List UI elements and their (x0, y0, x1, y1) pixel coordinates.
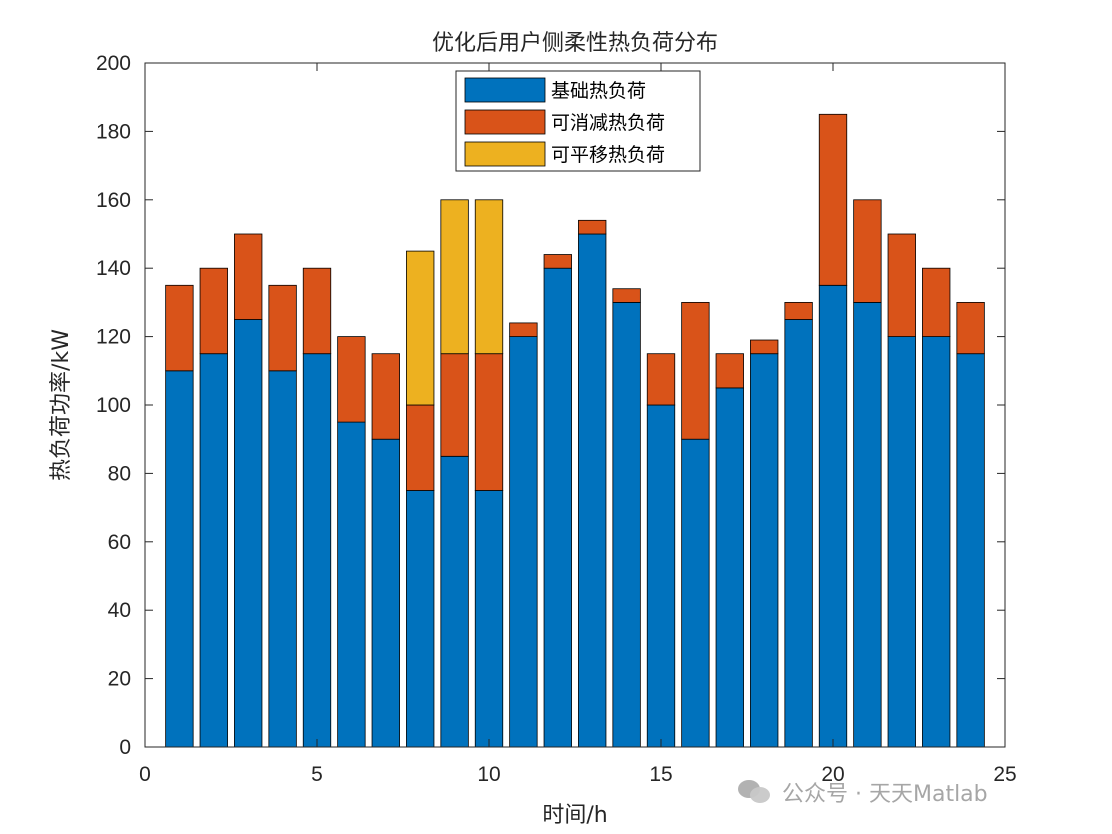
chart-title: 优化后用户侧柔性热负荷分布 (432, 31, 718, 56)
y-tick-label-60: 60 (108, 531, 131, 554)
bar-9-series-0 (440, 455, 469, 748)
bar-7-series-1 (371, 353, 400, 440)
bar-16-series-0 (681, 438, 710, 748)
watermark: 公众号 · 天天Matlab (738, 772, 1088, 812)
bar-13-series-1 (578, 219, 607, 235)
y-tick-label-100: 100 (96, 394, 131, 417)
bar-10-series-1 (474, 353, 504, 491)
bar-4-series-1 (268, 284, 297, 372)
x-tick-label-20: 20 (821, 763, 844, 786)
bar-17-series-0 (715, 387, 744, 748)
bar-23-series-1 (922, 267, 951, 338)
bar-3-series-0 (234, 319, 263, 748)
bar-24-series-0 (956, 353, 985, 748)
tick-labels: 0 5 10 15 20 25 0 20 40 60 80 100 120 140 160 180 200 (96, 52, 1017, 786)
bar-11-series-0 (509, 336, 538, 748)
bar-14-series-0 (612, 301, 641, 748)
bars (165, 113, 985, 748)
bar-10-series-2 (474, 199, 504, 355)
bar-10-series-0 (474, 490, 504, 748)
y-tick-label-20: 20 (108, 668, 131, 691)
legend-label-shiftable: 可平移热负荷 (551, 144, 665, 166)
bar-12-series-1 (543, 254, 572, 269)
legend-swatch-reducible (464, 109, 546, 135)
legend-label-reducible: 可消减热负荷 (551, 112, 665, 134)
legend: 基础热负荷 可消减热负荷 可平移热负荷 (455, 70, 701, 172)
y-tick-label-80: 80 (108, 462, 131, 485)
bar-6-series-0 (337, 421, 366, 748)
bar-2-series-1 (199, 267, 228, 355)
bar-23-series-0 (922, 336, 951, 748)
y-tick-label-180: 180 (96, 120, 131, 143)
bar-13-series-0 (578, 233, 607, 748)
bar-24-series-1 (956, 301, 985, 355)
bar-17-series-1 (715, 353, 744, 389)
bar-20-series-1 (818, 113, 848, 286)
x-tick-label-0: 0 (139, 763, 151, 786)
wechat-icon (738, 778, 772, 806)
x-tick-label-25: 25 (993, 763, 1016, 786)
bar-5-series-0 (302, 353, 332, 748)
x-tick-label-5: 5 (311, 763, 323, 786)
x-tick-label-15: 15 (649, 763, 672, 786)
watermark-text: 公众号 · 天天Matlab (782, 782, 988, 807)
bar-14-series-1 (612, 288, 641, 303)
y-tick-label-120: 120 (96, 326, 131, 349)
y-tick-label-140: 140 (96, 257, 131, 280)
bar-15-series-0 (646, 404, 676, 748)
bar-9-series-2 (440, 199, 469, 355)
legend-swatch-shiftable (464, 141, 546, 167)
bar-3-series-1 (234, 233, 263, 320)
bar-18-series-0 (750, 353, 779, 748)
x-axis-label: 时间/h (542, 803, 607, 828)
ticks (144, 62, 1006, 748)
bar-8-series-0 (406, 490, 435, 748)
bar-12-series-0 (543, 267, 572, 748)
bar-20-series-0 (818, 284, 848, 748)
bar-16-series-1 (681, 301, 710, 440)
bar-8-series-1 (406, 404, 435, 491)
legend-label-base: 基础热负荷 (551, 80, 646, 102)
bar-18-series-1 (750, 339, 779, 355)
bar-19-series-1 (784, 301, 813, 320)
y-tick-label-200: 200 (96, 52, 131, 75)
bar-19-series-0 (784, 319, 813, 748)
bar-1-series-0 (165, 370, 194, 748)
y-tick-label-0: 0 (119, 736, 131, 759)
legend-swatch-base (464, 77, 546, 103)
bar-22-series-0 (887, 336, 916, 748)
bar-8-series-2 (406, 250, 435, 406)
y-tick-label-40: 40 (108, 599, 131, 622)
y-axis-label: 热负荷功率/kW (49, 329, 74, 481)
bar-1-series-1 (165, 284, 194, 372)
bar-21-series-0 (853, 301, 882, 748)
bar-5-series-1 (302, 267, 332, 355)
bar-22-series-1 (887, 233, 916, 337)
y-tick-label-160: 160 (96, 189, 131, 212)
bar-4-series-0 (268, 370, 297, 748)
bar-7-series-0 (371, 438, 400, 748)
bar-9-series-1 (440, 353, 469, 457)
bar-21-series-1 (853, 199, 882, 303)
bar-11-series-1 (509, 322, 538, 338)
x-tick-label-10: 10 (477, 763, 500, 786)
bar-2-series-0 (199, 353, 228, 748)
bar-6-series-1 (337, 336, 366, 423)
bar-15-series-1 (646, 353, 676, 406)
